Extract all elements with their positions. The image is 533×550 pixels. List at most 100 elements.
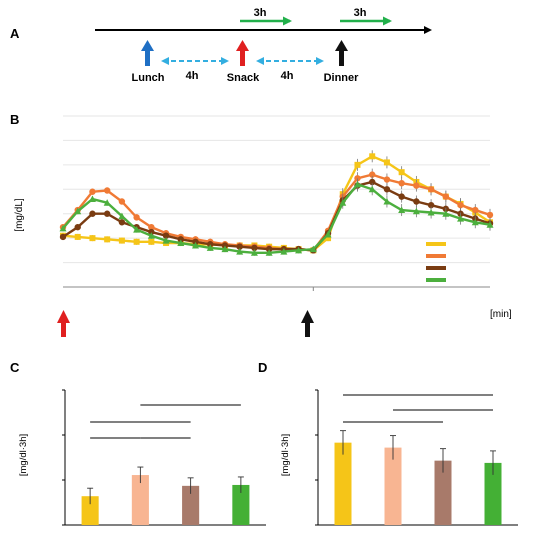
bar-mulberry [434,460,452,525]
post-meal-label-1: 3h [254,7,267,19]
data-point [133,238,140,245]
data-point [59,224,67,232]
lunch-label: Lunch [132,72,165,84]
chart-c-ylabel: [mg/dl·3h] [18,434,29,476]
data-point [354,175,361,182]
data-point [472,206,479,214]
data-point [88,195,96,203]
data-point [148,238,155,245]
data-point [398,179,405,187]
data-point [162,237,170,244]
data-point [354,161,361,168]
series-barley [59,178,494,256]
bar-barley [484,462,502,525]
bar-none [334,442,352,525]
data-point [104,236,111,243]
data-point [251,244,258,252]
bar-none [81,496,99,525]
dinner-marker-arrow-icon [301,310,314,337]
data-point [162,232,170,239]
data-point [398,169,405,176]
data-point [369,153,376,160]
dinner-label: Dinner [324,72,360,84]
data-point [471,218,479,226]
auc-bar-chart-c [62,389,266,526]
data-point [368,185,376,193]
snack-arrow-icon [236,40,249,66]
panel-label-c: C [10,360,20,375]
chart-d-ylabel: [mg/dl·3h] [280,434,291,476]
data-point [74,207,82,215]
data-point [118,212,126,220]
data-point [147,232,155,239]
bar-vehicle [131,475,149,525]
data-point [295,246,303,254]
data-point [250,249,258,256]
data-point [383,198,391,205]
data-point [427,201,435,209]
data-point [89,188,96,195]
data-point [89,235,96,242]
data-point [309,245,317,253]
data-point [221,245,229,253]
bar-mulberry [182,485,200,525]
data-point [442,193,450,200]
data-point [398,206,406,214]
data-point [236,243,243,250]
data-point [118,237,125,244]
data-point [383,176,391,183]
panel-label-a: A [10,26,20,41]
data-point [486,221,494,228]
chart-b-xlabel: [min] [490,309,512,320]
data-point [74,233,81,240]
panel-label-d: D [258,360,267,375]
data-point [398,193,405,200]
data-point [207,241,214,248]
auc-bar-chart-d [315,389,518,526]
data-point [325,235,332,242]
data-point [353,180,361,188]
post-meal-label-2: 3h [354,7,367,19]
snack-label: Snack [227,72,260,84]
data-point [280,248,288,255]
data-point [118,198,126,205]
data-point [177,236,184,243]
data-point [177,239,185,247]
bar-vehicle [384,447,402,525]
interval-label-1: 4h [186,70,199,82]
data-point [103,187,111,194]
chart-b-ylabel: [mg/dL] [14,198,25,232]
series-line-barley [62,182,491,255]
data-point [236,248,244,255]
data-point [457,215,465,222]
data-point [103,210,111,217]
interval-label-2: 4h [281,70,294,82]
bar-barley [232,484,250,525]
data-point [74,223,81,231]
data-point [413,198,420,205]
data-point [369,171,376,178]
glucose-line-chart [59,115,494,291]
data-point [192,238,199,246]
data-point [192,241,200,249]
data-point [221,242,229,249]
data-point [206,244,214,251]
data-point [89,210,96,217]
data-point [369,178,376,186]
snack-marker-arrow-icon [57,310,70,337]
data-point [427,186,435,193]
data-point [148,223,155,231]
data-point [383,159,390,166]
dinner-arrow-icon [335,40,348,66]
data-point [103,199,111,206]
data-point [383,186,391,193]
data-point [265,245,273,253]
data-point [486,211,494,219]
data-point [427,208,435,216]
data-point [413,182,420,189]
data-point [148,228,155,236]
data-point [324,230,332,238]
data-point [339,199,347,206]
data-point [133,214,140,221]
